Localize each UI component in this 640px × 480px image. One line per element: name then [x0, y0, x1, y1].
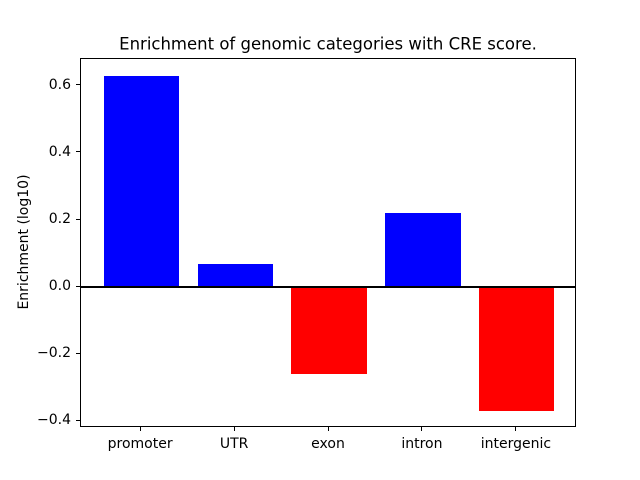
- x-tick-label: intron: [401, 436, 443, 452]
- bar-exon: [291, 287, 367, 375]
- x-tick-label: intergenic: [480, 436, 552, 452]
- y-tick-label: 0.0: [48, 278, 71, 295]
- zero-line: [81, 286, 575, 289]
- y-tick-mark: [76, 419, 80, 421]
- bar-intergenic: [479, 287, 555, 412]
- bar-promoter: [103, 75, 179, 288]
- y-tick-label: −0.2: [37, 345, 71, 362]
- x-tick-label: UTR: [219, 436, 249, 452]
- y-tick-mark: [76, 352, 80, 354]
- bar-UTR: [197, 263, 273, 288]
- y-tick-mark: [76, 285, 80, 287]
- plot-area: [80, 58, 576, 427]
- x-tick-mark: [421, 427, 423, 431]
- x-tick-mark: [233, 427, 235, 431]
- y-tick-label: −0.4: [37, 412, 71, 429]
- y-tick-label: 0.2: [48, 211, 71, 227]
- y-tick-label: 0.6: [48, 76, 71, 93]
- y-tick-label: 0.4: [48, 143, 71, 160]
- x-tick-label: exon: [311, 436, 345, 452]
- x-tick-label: promoter: [107, 436, 173, 452]
- y-tick-mark: [76, 151, 80, 153]
- bar-intron: [385, 213, 461, 288]
- chart-title: Enrichment of genomic categories with CR…: [119, 34, 537, 54]
- x-tick-mark: [515, 427, 517, 431]
- x-tick-mark: [327, 427, 329, 431]
- y-tick-mark: [76, 218, 80, 220]
- y-tick-mark: [76, 84, 80, 86]
- x-tick-mark: [139, 427, 141, 431]
